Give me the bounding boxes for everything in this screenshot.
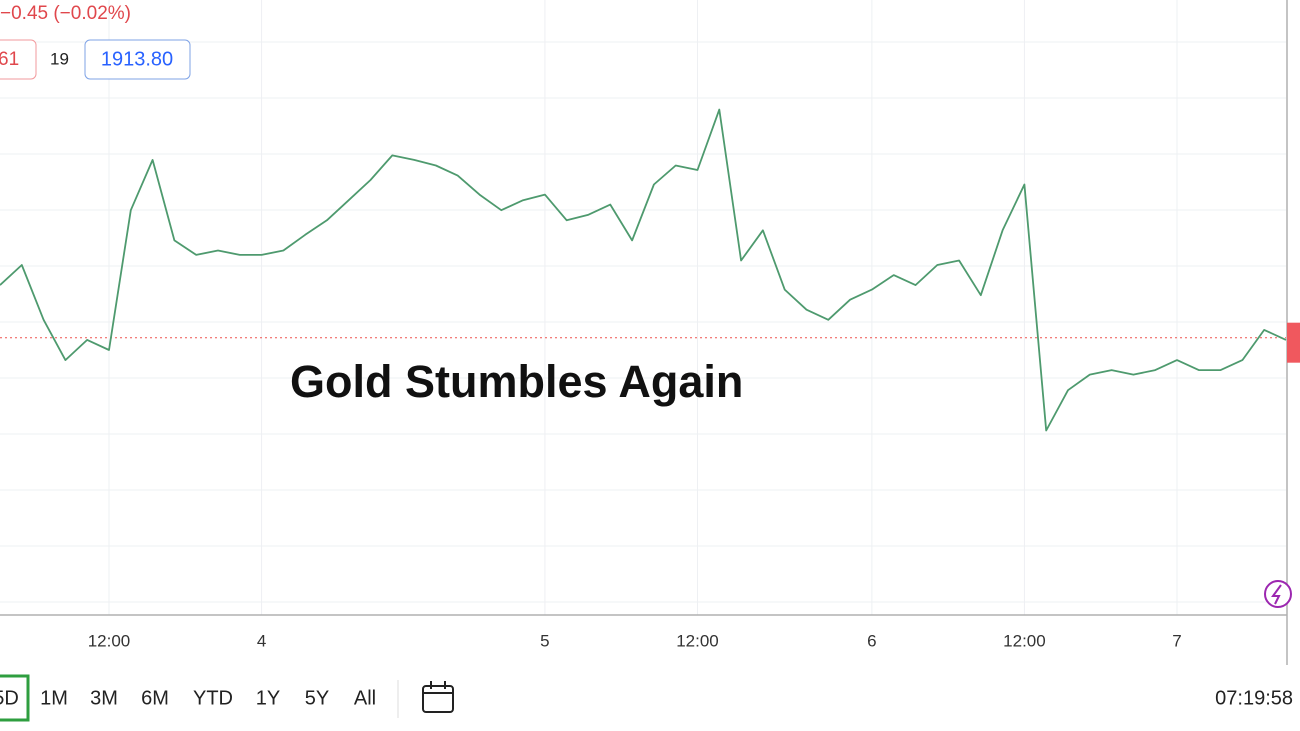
range-button[interactable]: 3M xyxy=(90,687,118,709)
range-button[interactable]: 1Y xyxy=(256,687,280,709)
indicator-icon-bolt xyxy=(1271,584,1282,605)
x-tick-label: 12:00 xyxy=(1003,631,1046,650)
range-button[interactable]: 1M xyxy=(40,687,68,709)
range-button[interactable]: 5Y xyxy=(305,687,329,709)
range-button[interactable]: All xyxy=(354,687,376,709)
overlay-title: Gold Stumbles Again xyxy=(290,356,743,407)
price-badge-box xyxy=(84,39,191,80)
x-tick-label: 4 xyxy=(257,631,266,650)
grid xyxy=(0,0,1286,615)
x-tick-label: 7 xyxy=(1172,631,1181,650)
calendar-button[interactable] xyxy=(422,681,454,713)
x-tick-label: 5 xyxy=(540,631,549,650)
plot xyxy=(0,108,1287,432)
change-text: −0.45 (−0.02%) xyxy=(0,3,131,24)
active-range-box xyxy=(0,674,30,722)
calendar-icon xyxy=(422,685,454,713)
x-tick-label: 12:00 xyxy=(676,631,719,650)
price-badge: 1913.80 xyxy=(101,48,173,70)
toolbar: 07:19:58 5D 1M 3M 6M YTD 1Y 5Y All xyxy=(0,674,1293,722)
badge: 61 xyxy=(0,49,19,70)
badge: 19 xyxy=(50,49,69,68)
indicator-icon[interactable] xyxy=(1264,580,1292,608)
last-price-tag xyxy=(1287,322,1300,363)
x-tick-label: 6 xyxy=(867,631,876,650)
badge-box xyxy=(0,39,37,80)
price-line xyxy=(0,108,1287,432)
range-button[interactable]: YTD xyxy=(193,687,233,709)
range-button[interactable]: 5D xyxy=(0,687,19,709)
range-button[interactable]: 6M xyxy=(141,687,169,709)
clock: 07:19:58 xyxy=(1215,687,1293,709)
x-tick-label: 12:00 xyxy=(88,631,131,650)
